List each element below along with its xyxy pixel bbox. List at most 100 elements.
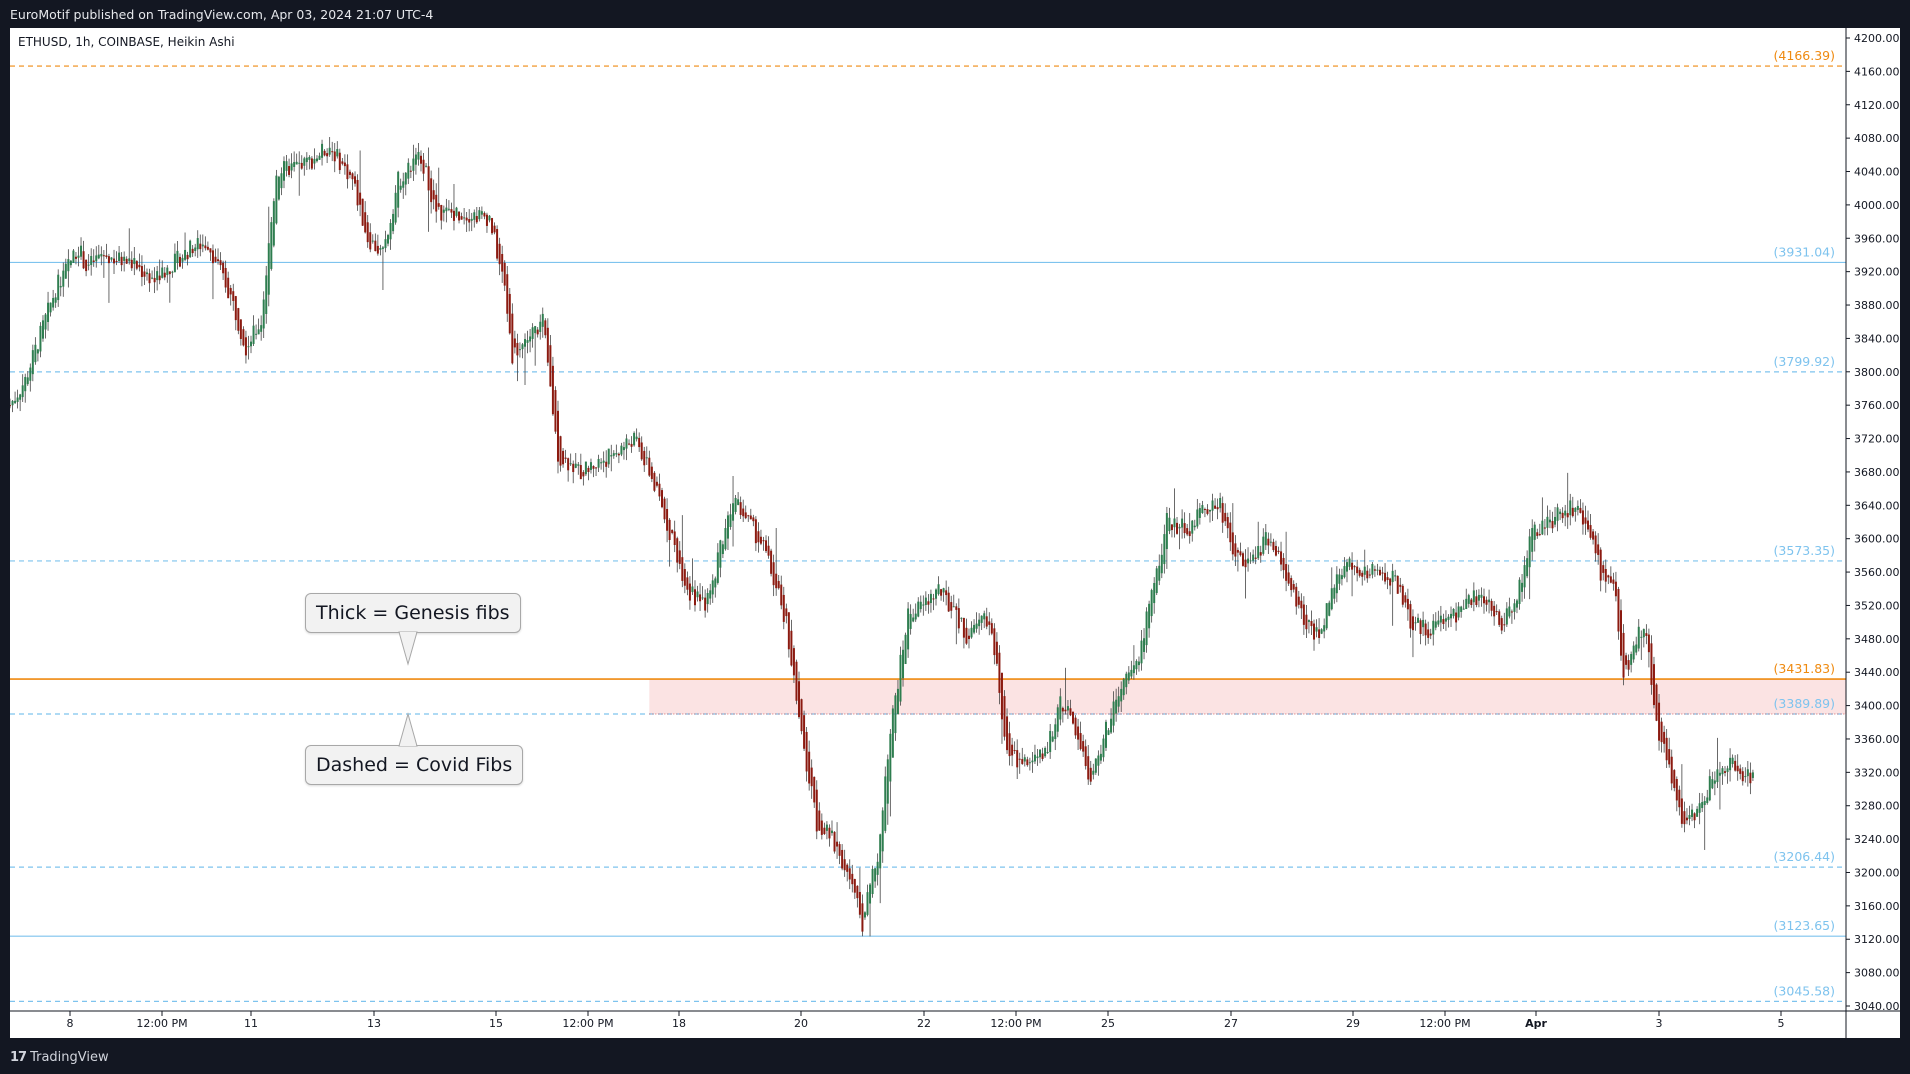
candle-body <box>1107 730 1110 735</box>
candle-body <box>1368 574 1371 576</box>
candle-body <box>704 597 707 611</box>
candle-body <box>1059 696 1062 720</box>
candle-body <box>729 514 732 527</box>
candle-body <box>508 293 511 334</box>
candle-body <box>929 593 932 604</box>
price-chart[interactable]: 4200.00 4160.00 4120.00 4080.00 4040.00 4000.… <box>10 28 1900 1038</box>
y-tick-label-8: 3880.00 <box>1854 299 1900 312</box>
candle-body <box>544 320 547 336</box>
candle-body <box>1386 577 1389 581</box>
candle-body <box>993 628 996 656</box>
candle-body <box>376 245 379 254</box>
candle-body <box>998 652 1001 693</box>
candle-body <box>1130 669 1133 677</box>
candle-body <box>1457 606 1460 618</box>
candle-body <box>1505 608 1508 625</box>
candle-body <box>493 225 496 233</box>
candle-body <box>11 400 14 406</box>
candle-body <box>1609 576 1612 583</box>
candle-body <box>1315 627 1318 632</box>
candle-body <box>554 390 557 432</box>
y-tick-label-3: 4080.00 <box>1854 132 1900 145</box>
candle-body <box>1587 520 1590 530</box>
candle-body <box>1198 508 1201 518</box>
candle-body <box>808 751 811 784</box>
candle-body <box>960 617 963 619</box>
candle-body <box>688 583 691 601</box>
candle-body <box>392 213 395 232</box>
candle-body <box>1602 565 1605 573</box>
y-tick-label-15: 3600.00 <box>1854 533 1900 546</box>
candle-body <box>546 327 549 363</box>
candle-body <box>983 613 986 620</box>
x-tick-label-6: 18 <box>672 1017 686 1030</box>
candle-body <box>622 447 625 451</box>
candle-body <box>1224 512 1227 522</box>
candle-body <box>323 150 326 156</box>
candle-body <box>1389 578 1392 586</box>
candle-body <box>1680 798 1683 824</box>
candle-body <box>1302 604 1305 625</box>
candle-body <box>605 461 608 467</box>
chart-panel[interactable]: 4200.00 4160.00 4120.00 4080.00 4040.00 4000.… <box>10 28 1900 1038</box>
candle-body <box>1619 610 1622 656</box>
candle-body <box>1084 746 1087 767</box>
candle-body <box>338 152 341 171</box>
candle-body <box>1049 730 1052 753</box>
candle-body <box>1335 574 1338 594</box>
candle-body <box>1206 509 1209 514</box>
candle-body <box>927 601 930 605</box>
level-label-2: (3799.92) <box>1774 354 1835 369</box>
candle-body <box>1711 779 1714 789</box>
candle-body <box>384 239 387 249</box>
candle-body <box>168 271 171 275</box>
candle-body <box>257 329 260 335</box>
y-tick-label-1: 4160.00 <box>1854 65 1900 78</box>
y-tick-label-20: 3400.00 <box>1854 700 1900 713</box>
y-tick-label-19: 3440.00 <box>1854 666 1900 679</box>
candle-body <box>189 240 192 258</box>
candle-body <box>1272 541 1275 551</box>
candle-body <box>397 171 400 208</box>
candle-body <box>805 731 808 772</box>
candle-body <box>1356 566 1359 574</box>
candle-body <box>1290 578 1293 591</box>
candle-body <box>1358 569 1361 576</box>
candle-body <box>683 569 686 586</box>
candle-body <box>1280 551 1283 565</box>
candle-body <box>379 248 382 250</box>
candle-body <box>277 176 280 200</box>
candle-body <box>770 550 773 574</box>
y-tick-label-4: 4040.00 <box>1854 166 1900 179</box>
candle-body <box>97 254 100 259</box>
candle-body <box>21 385 24 398</box>
candle-body <box>1132 665 1135 674</box>
candle-body <box>1718 772 1721 776</box>
candle-body <box>1635 644 1638 653</box>
candle-body <box>1163 534 1166 565</box>
candle-body <box>1556 507 1559 521</box>
candle-body <box>74 256 77 259</box>
candle-body <box>331 151 334 153</box>
level-label-1: (3931.04) <box>1774 244 1835 259</box>
candle-body <box>1482 596 1485 604</box>
candle-body <box>1082 741 1085 752</box>
candle-body <box>204 245 207 249</box>
candle-body <box>1683 811 1686 825</box>
candle-body <box>1526 558 1529 577</box>
candle-body <box>333 151 336 162</box>
tradingview-logo[interactable]: 17 TradingView <box>10 1050 109 1065</box>
candle-body <box>1282 557 1285 571</box>
candle-body <box>1637 626 1640 649</box>
candle-body <box>655 481 658 486</box>
candle-body <box>100 253 103 257</box>
candle-body <box>1026 759 1029 766</box>
candle-body <box>1079 733 1082 750</box>
candle-body <box>620 445 623 455</box>
candle-body <box>838 844 841 856</box>
candle-body <box>120 256 123 266</box>
candle-body <box>161 267 164 278</box>
candle-body <box>633 432 636 446</box>
candle-body <box>645 457 648 459</box>
candle-body <box>1607 575 1610 578</box>
